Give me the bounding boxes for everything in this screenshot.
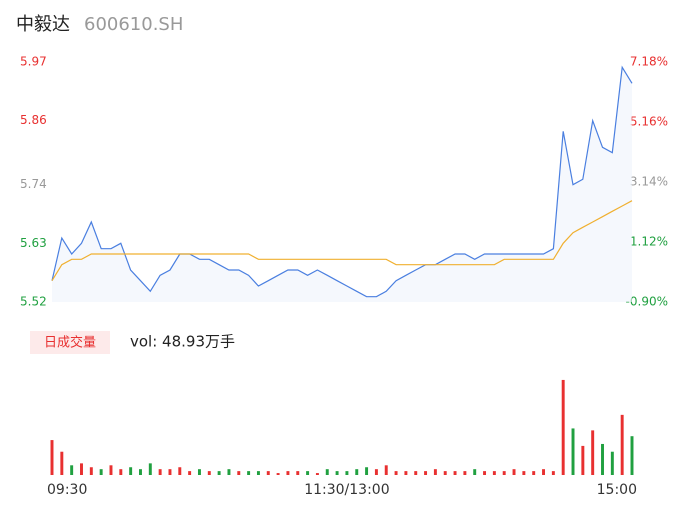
volume-bar: [80, 463, 83, 475]
y2-tick-label: 3.14%: [630, 175, 668, 189]
y-tick-label: 5.63: [20, 236, 47, 250]
volume-bar: [256, 471, 260, 475]
volume-bar: [345, 471, 349, 475]
y-tick-label: 5.86: [20, 113, 47, 127]
y2-tick-label: 7.18%: [630, 55, 668, 69]
volume-bar: [325, 469, 329, 475]
volume-bar: [197, 469, 201, 475]
stock-name: 中毅达: [16, 14, 70, 35]
average-line: [51, 200, 633, 282]
volume-bar: [365, 467, 369, 475]
volume-title: 日成交量: [44, 335, 96, 351]
price-line: [51, 65, 633, 298]
volume-bar: [355, 469, 359, 475]
volume-bar: [286, 471, 290, 475]
volume-bar: [119, 469, 123, 475]
volume-bar: [483, 471, 487, 475]
y2-tick-label: -0.90%: [626, 295, 668, 309]
volume-bar: [620, 414, 624, 475]
volume-bar: [571, 428, 575, 475]
volume-bar: [384, 465, 388, 475]
y-tick-label: 5.52: [20, 295, 47, 309]
volume-bar: [50, 440, 54, 475]
volume-bar: [542, 469, 545, 475]
volume-bar: [453, 471, 457, 475]
price-area: [52, 67, 632, 302]
y-tick-label: 5.74: [20, 177, 47, 191]
volume-bar: [129, 467, 133, 475]
volume-bar: [139, 469, 142, 475]
volume-bar: [109, 465, 113, 475]
volume-bar: [424, 471, 428, 475]
volume-badge: [30, 331, 110, 354]
volume-bar: [158, 469, 162, 475]
volume-bar: [99, 469, 103, 475]
volume-bar: [335, 471, 339, 475]
volume-bar: [630, 436, 634, 475]
volume-bar: [276, 473, 280, 475]
volume-bar: [188, 471, 192, 475]
stock-code: 600610.SH: [84, 14, 183, 35]
volume-bar: [60, 451, 64, 475]
x-tick-label: 15:00: [597, 482, 637, 498]
x-tick-label: 09:30: [47, 482, 87, 498]
volume-total: vol: 48.93万手: [130, 333, 235, 351]
volume-bar: [70, 465, 74, 475]
volume-bar: [522, 471, 526, 475]
volume-bar: [610, 451, 614, 475]
volume-bar: [394, 471, 398, 475]
volume-bar: [168, 469, 172, 475]
volume-bar: [306, 471, 310, 475]
volume-bar: [473, 469, 477, 475]
volume-bar: [237, 471, 241, 475]
volume-bar: [433, 469, 437, 475]
volume-bar: [247, 471, 251, 475]
volume-bar: [492, 471, 496, 475]
volume-bar: [217, 471, 221, 475]
volume-bar: [581, 445, 585, 475]
volume-bar: [414, 471, 418, 475]
y-tick-label: 5.97: [20, 55, 47, 69]
volume-bar: [591, 430, 595, 475]
volume-bar: [561, 379, 565, 475]
volume-bar: [148, 463, 152, 475]
volume-bar: [443, 471, 447, 475]
y2-tick-label: 5.16%: [630, 115, 668, 129]
volume-bar: [601, 443, 604, 475]
volume-bar: [178, 467, 182, 475]
volume-bar: [532, 471, 536, 475]
volume-bar: [512, 469, 516, 475]
volume-bar: [404, 471, 408, 475]
volume-bar: [207, 471, 211, 475]
volume-bar: [266, 471, 270, 475]
x-tick-label: 11:30/13:00: [304, 482, 389, 498]
y2-tick-label: 1.12%: [630, 235, 668, 249]
volume-bar: [227, 469, 231, 475]
volume-bar: [463, 471, 467, 475]
volume-bar: [89, 467, 93, 475]
volume-bar: [374, 469, 378, 475]
volume-bar: [502, 471, 506, 475]
volume-bar: [296, 471, 300, 475]
volume-bar: [315, 473, 319, 475]
volume-bar: [551, 471, 555, 475]
